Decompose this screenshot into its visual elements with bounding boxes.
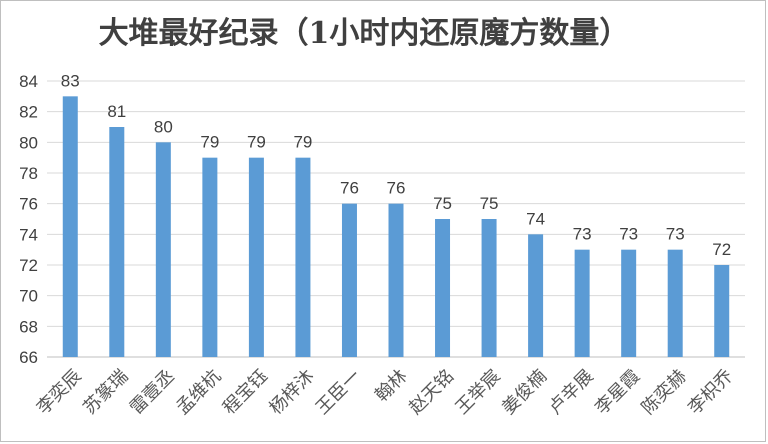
x-tick-label: 赵天铭 <box>405 366 458 419</box>
data-label: 72 <box>712 240 731 259</box>
x-tick-label: 李奕辰 <box>33 366 86 419</box>
bars <box>62 96 730 357</box>
bar <box>435 219 451 357</box>
data-label: 79 <box>200 133 219 152</box>
bar <box>667 249 683 357</box>
y-tick-label: 76 <box>19 195 38 214</box>
bar <box>295 157 311 357</box>
y-tick-label: 66 <box>19 348 38 367</box>
bar <box>155 142 171 357</box>
x-tick-label: 李枳乔 <box>684 366 737 419</box>
data-label: 76 <box>387 179 406 198</box>
x-tick-label: 苏篆瑞 <box>79 366 132 419</box>
bar <box>574 249 590 357</box>
data-label: 73 <box>619 225 638 244</box>
y-tick-label: 78 <box>19 164 38 183</box>
x-tick-label: 王臣一 <box>312 366 365 419</box>
y-tick-label: 82 <box>19 103 38 122</box>
x-tick-label: 翰林 <box>371 366 411 406</box>
data-label: 75 <box>480 194 499 213</box>
x-tick-label: 孟维杭 <box>172 366 225 419</box>
y-tick-label: 68 <box>19 317 38 336</box>
y-axis-labels: 66 68 70 72 74 76 78 80 82 84 <box>19 72 38 367</box>
bar <box>528 234 544 357</box>
x-tick-label: 姜俊楠 <box>498 366 551 419</box>
x-tick-label: 雷壹丞 <box>126 366 179 419</box>
data-label: 75 <box>433 194 452 213</box>
chart-title: 大堆最好纪录（1小时内还原魔方数量） <box>99 16 630 51</box>
data-label: 76 <box>340 179 359 198</box>
bar <box>388 203 404 357</box>
y-tick-label: 74 <box>19 225 38 244</box>
x-tick-label: 杨梓沐 <box>265 366 318 419</box>
bar <box>481 219 497 357</box>
data-labels: 83 81 80 79 79 79 76 76 75 75 74 73 73 73 72 <box>61 71 731 259</box>
x-tick-label: 李星霞 <box>591 366 644 419</box>
y-tick-label: 72 <box>19 256 38 275</box>
bar <box>109 127 125 357</box>
bar <box>202 157 218 357</box>
data-label: 79 <box>293 133 312 152</box>
x-tick-label: 程宝钰 <box>219 366 272 419</box>
data-label: 74 <box>526 209 545 228</box>
bar <box>62 96 78 357</box>
y-tick-label: 80 <box>19 133 38 152</box>
x-tick-label: 卢辛展 <box>545 366 598 419</box>
y-tick-label: 70 <box>19 287 38 306</box>
bar <box>714 265 730 357</box>
bar <box>341 203 357 357</box>
data-label: 79 <box>247 133 266 152</box>
x-tick-label: 王举宸 <box>452 366 505 419</box>
data-label: 83 <box>61 71 80 90</box>
data-label: 80 <box>154 117 173 136</box>
x-tick-label: 陈奕赫 <box>638 366 691 419</box>
data-label: 73 <box>573 225 592 244</box>
bar <box>621 249 637 357</box>
data-label: 73 <box>666 225 685 244</box>
data-label: 81 <box>107 102 126 121</box>
y-tick-label: 84 <box>19 72 38 91</box>
bar <box>248 157 264 357</box>
